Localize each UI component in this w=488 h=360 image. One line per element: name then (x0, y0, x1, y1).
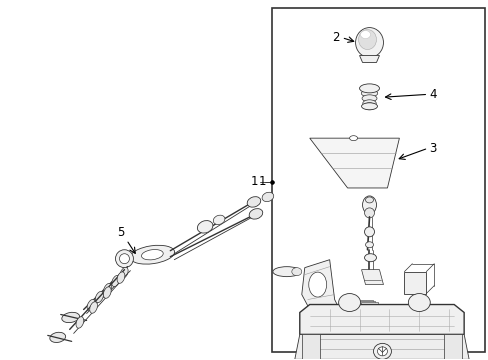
Ellipse shape (291, 268, 301, 276)
Ellipse shape (363, 103, 375, 110)
Ellipse shape (249, 208, 262, 219)
Ellipse shape (355, 28, 383, 58)
Ellipse shape (119, 254, 129, 264)
Text: 1: 1 (258, 175, 265, 189)
Polygon shape (359, 55, 379, 62)
Polygon shape (301, 260, 339, 310)
Ellipse shape (338, 293, 360, 311)
Ellipse shape (377, 347, 386, 356)
Ellipse shape (213, 215, 224, 225)
Ellipse shape (361, 90, 377, 97)
Ellipse shape (373, 343, 390, 359)
Text: 5: 5 (117, 226, 124, 239)
Polygon shape (294, 334, 468, 359)
Ellipse shape (120, 267, 128, 279)
Ellipse shape (61, 312, 80, 323)
Polygon shape (299, 305, 463, 334)
Ellipse shape (272, 267, 300, 276)
Text: 3: 3 (428, 141, 436, 155)
Ellipse shape (365, 197, 373, 203)
Ellipse shape (364, 254, 376, 262)
Ellipse shape (103, 283, 111, 294)
Ellipse shape (247, 197, 260, 207)
Ellipse shape (364, 208, 374, 218)
Ellipse shape (117, 272, 124, 283)
Bar (404, 272, 426, 293)
Ellipse shape (87, 300, 95, 311)
Ellipse shape (76, 317, 83, 328)
Ellipse shape (308, 272, 326, 297)
Bar (271, 8, 484, 352)
Bar (357, 301, 375, 306)
Ellipse shape (358, 30, 376, 50)
Ellipse shape (349, 136, 357, 141)
Ellipse shape (89, 302, 97, 313)
Ellipse shape (361, 103, 377, 110)
Ellipse shape (103, 287, 111, 298)
Bar (360, 302, 378, 306)
Polygon shape (309, 138, 399, 188)
Ellipse shape (360, 85, 378, 92)
Bar (443, 334, 461, 360)
Text: 4: 4 (428, 88, 436, 101)
Ellipse shape (362, 196, 376, 214)
Ellipse shape (364, 227, 374, 237)
Polygon shape (361, 270, 383, 285)
Text: 1: 1 (250, 175, 258, 189)
Ellipse shape (359, 84, 379, 93)
Ellipse shape (130, 245, 174, 264)
Ellipse shape (361, 95, 376, 102)
Bar (301, 334, 319, 360)
Ellipse shape (362, 100, 375, 107)
Ellipse shape (197, 221, 212, 233)
Ellipse shape (112, 275, 120, 287)
Ellipse shape (50, 332, 65, 342)
Ellipse shape (407, 293, 429, 311)
Bar (354, 300, 372, 305)
Ellipse shape (115, 250, 133, 268)
Ellipse shape (360, 31, 370, 39)
Ellipse shape (95, 292, 103, 303)
Ellipse shape (262, 192, 273, 202)
Text: 2: 2 (331, 31, 339, 44)
Ellipse shape (141, 249, 163, 260)
Ellipse shape (365, 242, 373, 248)
